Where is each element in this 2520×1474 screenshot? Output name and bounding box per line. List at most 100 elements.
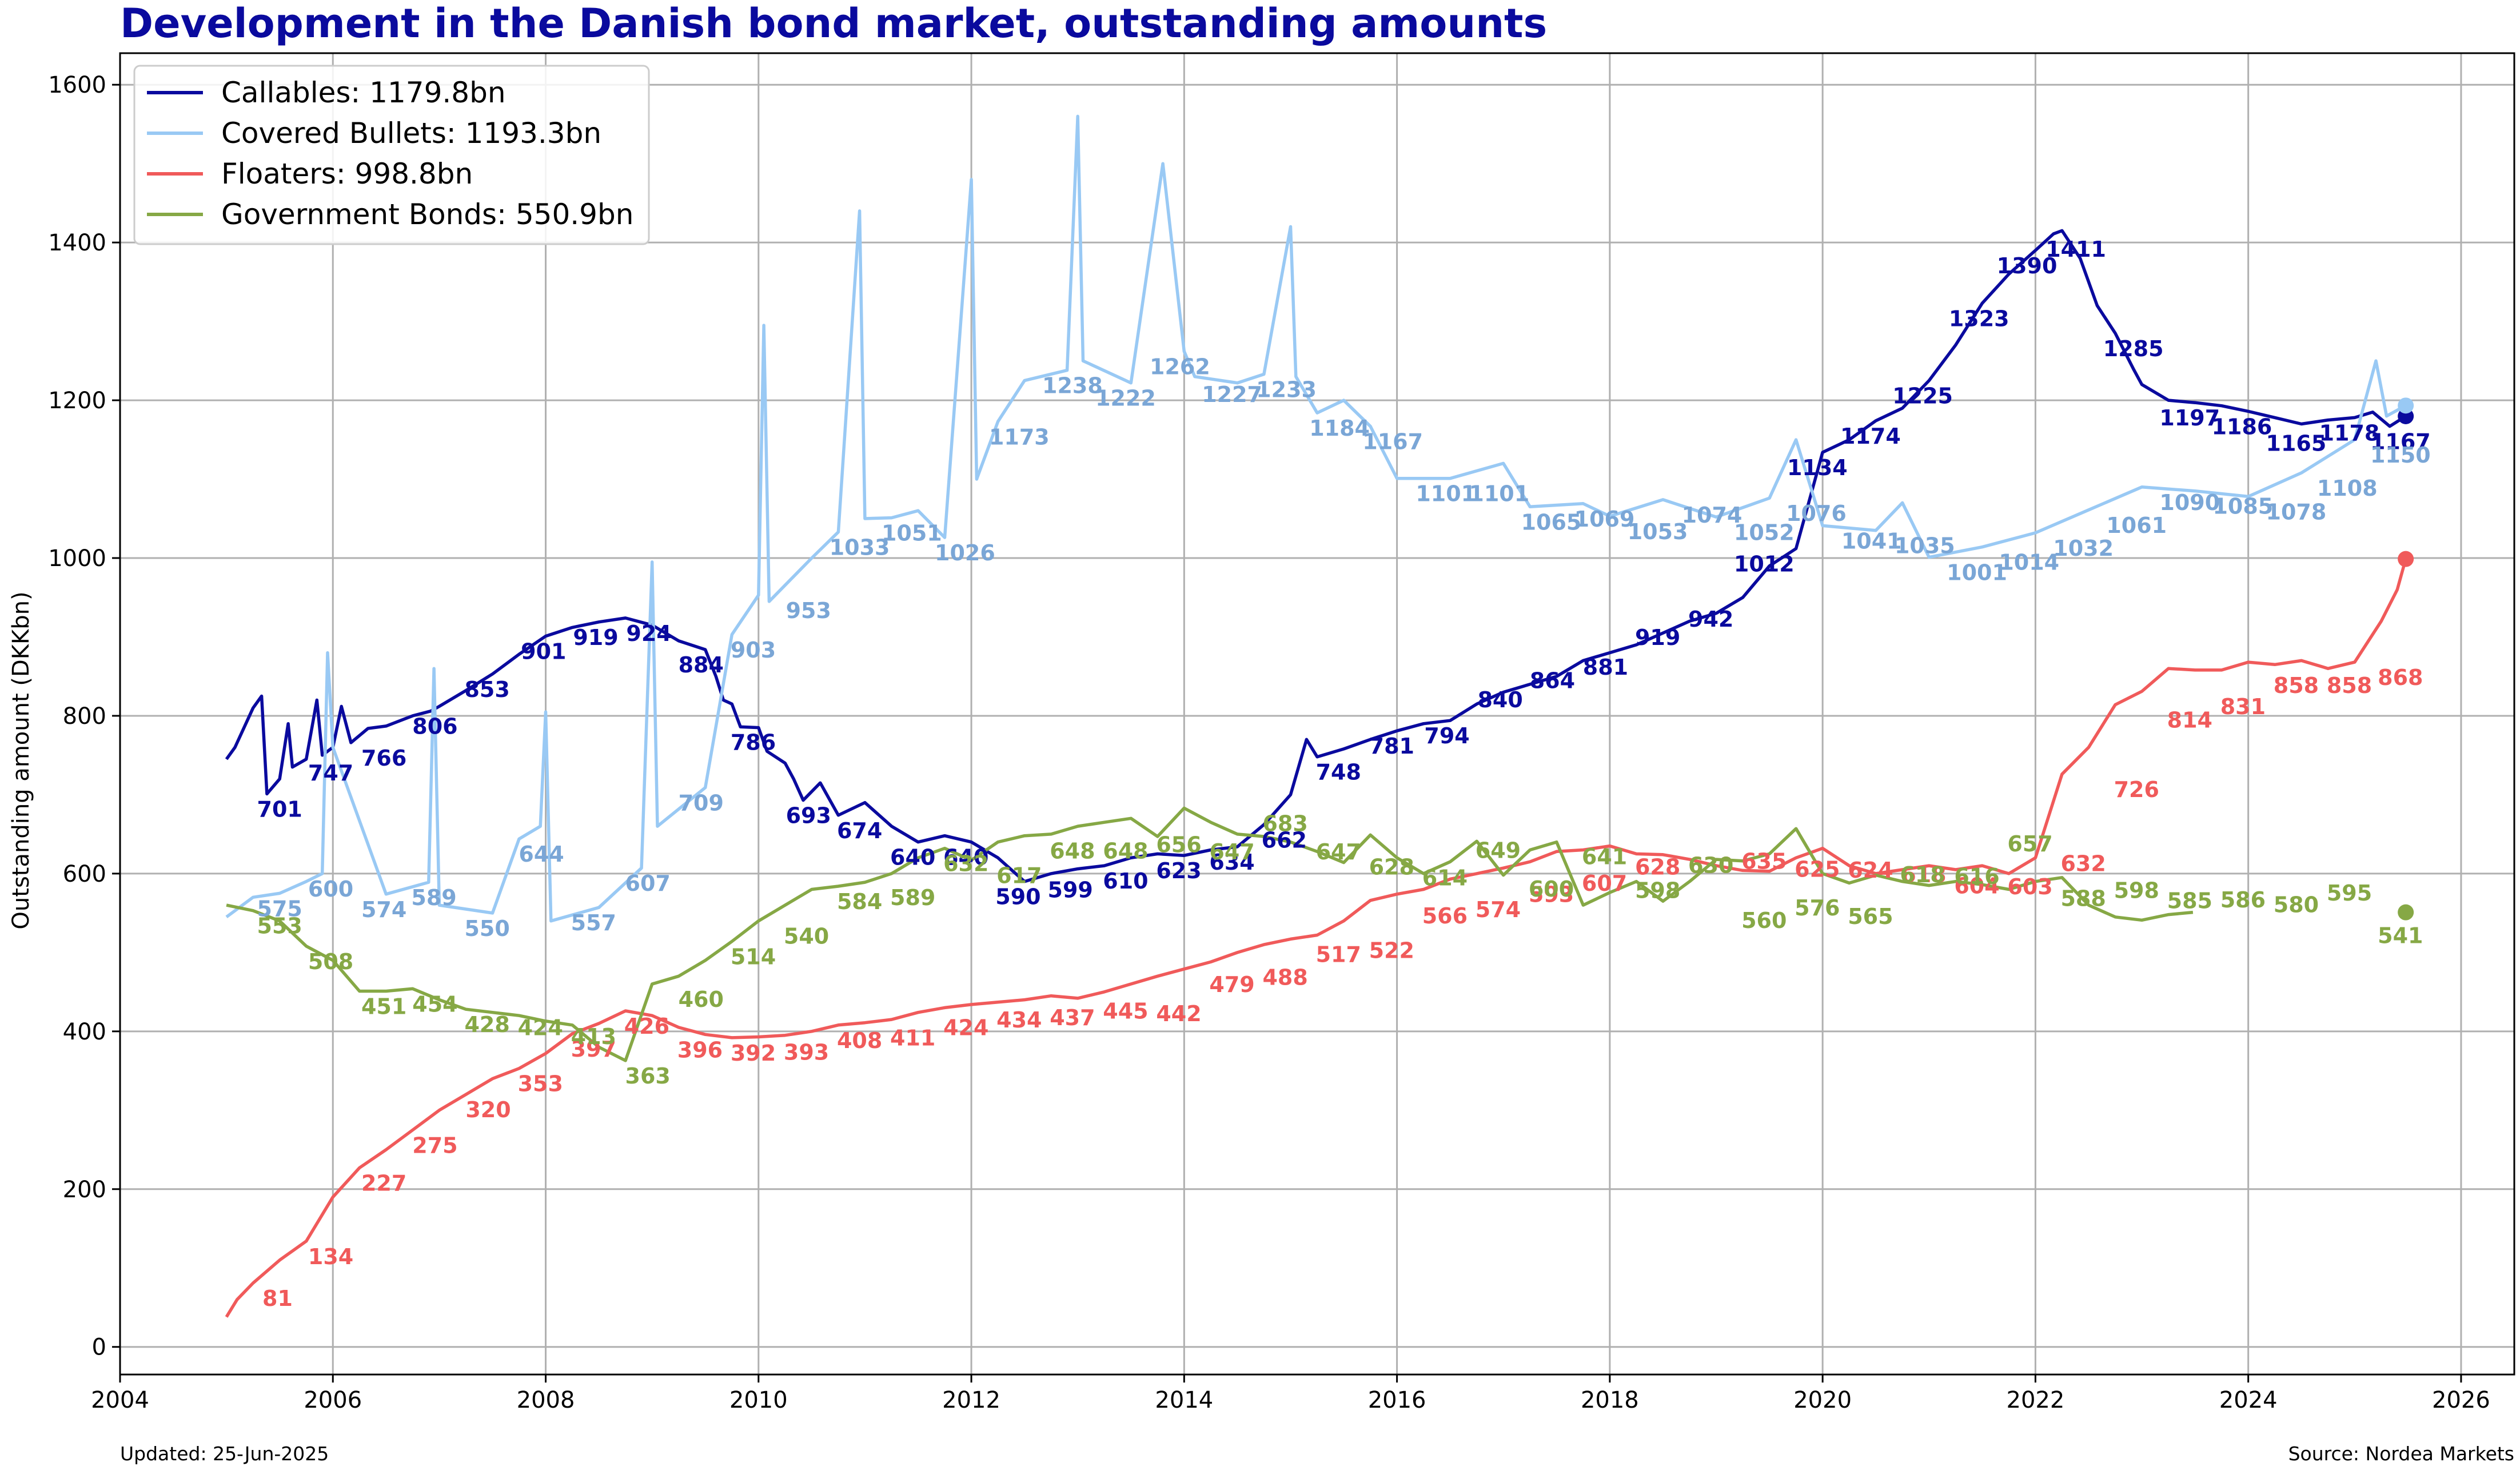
callables-data-label: 662 bbox=[1262, 827, 1307, 852]
callables-data-label: 1197 bbox=[2159, 405, 2220, 431]
callables-data-label: 640 bbox=[890, 845, 935, 870]
covered-bullets-data-label: 1076 bbox=[1786, 501, 1847, 526]
floaters-data-label: 814 bbox=[2167, 708, 2212, 733]
callables-data-label: 786 bbox=[731, 730, 776, 755]
government-bonds-data-label: 588 bbox=[2060, 886, 2106, 911]
x-tick-label: 2014 bbox=[1155, 1387, 1213, 1413]
covered-bullets-data-label: 1052 bbox=[1734, 520, 1795, 545]
government-bonds-data-label: 600 bbox=[1529, 877, 1574, 902]
callables-data-label: 599 bbox=[1048, 877, 1093, 902]
floaters-data-label: 488 bbox=[1262, 965, 1307, 990]
floaters-data-label: 393 bbox=[784, 1039, 829, 1065]
callables-data-label: 1285 bbox=[2103, 336, 2164, 361]
government-bonds-data-label: 656 bbox=[1156, 832, 1201, 858]
callables-legend-label: Callables: 1179.8bn bbox=[221, 76, 506, 109]
government-bonds-data-label: 540 bbox=[784, 924, 829, 949]
covered-bullets-data-label: 1184 bbox=[1309, 416, 1370, 441]
covered-bullets-data-label: 1051 bbox=[882, 521, 942, 546]
callables-data-label: 864 bbox=[1530, 668, 1575, 694]
covered-bullets-data-label: 903 bbox=[731, 638, 776, 663]
callables-data-label: 781 bbox=[1369, 734, 1414, 759]
y-axis-title: Outstanding amount (DKKbn) bbox=[8, 591, 34, 929]
y-tick-label: 200 bbox=[63, 1177, 106, 1203]
callables-data-label: 924 bbox=[626, 621, 671, 646]
covered-bullets-data-label: 575 bbox=[257, 896, 302, 921]
callables-data-label: 693 bbox=[786, 803, 831, 828]
government-bonds-data-label: 424 bbox=[518, 1015, 563, 1041]
covered-bullets-line bbox=[225, 114, 2407, 923]
series-layer bbox=[225, 114, 2414, 1318]
floaters-data-label: 574 bbox=[1476, 897, 1521, 922]
x-tick-label: 2016 bbox=[1368, 1387, 1426, 1413]
floaters-data-label: 353 bbox=[518, 1071, 563, 1097]
callables-data-label: 1186 bbox=[2212, 414, 2272, 439]
floaters-data-label: 603 bbox=[2007, 874, 2052, 899]
covered-bullets-end-marker bbox=[2398, 397, 2414, 414]
covered-bullets-data-label: 550 bbox=[464, 916, 509, 941]
floaters-data-label: 479 bbox=[1209, 972, 1254, 997]
government-bonds-data-label: 589 bbox=[890, 885, 935, 910]
x-tick-label: 2004 bbox=[91, 1387, 149, 1413]
government-bonds-data-label: 460 bbox=[679, 987, 724, 1012]
covered-bullets-data-label: 1026 bbox=[935, 540, 995, 565]
callables-data-label: 1174 bbox=[1840, 424, 1901, 449]
government-bonds-end-marker bbox=[2398, 904, 2414, 921]
callables-data-label: 919 bbox=[573, 625, 618, 650]
government-bonds-line bbox=[226, 806, 2194, 1062]
covered-bullets-data-label: 1238 bbox=[1042, 373, 1103, 399]
government-bonds-data-label: 648 bbox=[1050, 839, 1095, 864]
y-tick-label: 1400 bbox=[48, 230, 106, 256]
covered-bullets-data-label: 574 bbox=[361, 897, 406, 922]
floaters-data-label: 522 bbox=[1369, 938, 1414, 963]
floaters-data-label: 426 bbox=[624, 1014, 669, 1039]
y-tick-label: 0 bbox=[92, 1334, 106, 1361]
government-bonds-data-label: 598 bbox=[1635, 878, 1680, 903]
y-tick-label: 400 bbox=[63, 1019, 106, 1045]
government-bonds-data-label: 514 bbox=[731, 945, 776, 970]
floaters-data-label: 392 bbox=[731, 1041, 776, 1066]
callables-data-label: 1411 bbox=[2045, 237, 2106, 262]
callables-data-label: 1167 bbox=[2370, 429, 2431, 455]
floaters-data-label: 624 bbox=[1848, 858, 1893, 883]
government-bonds-data-label: 683 bbox=[1262, 811, 1307, 836]
floaters-data-label: 858 bbox=[2327, 673, 2372, 698]
callables-data-label: 901 bbox=[521, 639, 566, 664]
callables-data-label: 1134 bbox=[1787, 455, 1848, 480]
covered-bullets-legend-label: Covered Bullets: 1193.3bn bbox=[221, 117, 601, 150]
floaters-data-label: 445 bbox=[1103, 999, 1148, 1024]
covered-bullets-data-label: 1262 bbox=[1150, 354, 1210, 380]
floaters-data-label: 831 bbox=[2220, 694, 2266, 719]
covered-bullets-data-label: 953 bbox=[786, 598, 831, 623]
callables-data-label: 766 bbox=[361, 746, 406, 771]
covered-bullets-data-label: 1150 bbox=[2370, 443, 2431, 468]
covered-bullets-data-label: 1090 bbox=[2159, 490, 2220, 515]
callables-data-label: 881 bbox=[1583, 655, 1628, 680]
floaters-data-label: 593 bbox=[1529, 882, 1574, 907]
legend-box bbox=[133, 65, 650, 245]
covered-bullets-data-label: 1101 bbox=[1415, 481, 1476, 507]
government-bonds-data-label: 616 bbox=[1954, 864, 1999, 889]
covered-bullets-data-label: 1061 bbox=[2106, 513, 2167, 538]
callables-data-label: 1178 bbox=[2319, 420, 2380, 445]
government-bonds-data-label: 630 bbox=[1688, 852, 1733, 878]
covered-bullets-data-label: 1053 bbox=[1628, 519, 1688, 544]
government-bonds-data-label: 560 bbox=[1741, 908, 1787, 933]
floaters-data-label: 275 bbox=[412, 1133, 457, 1158]
floaters-data-label: 726 bbox=[2114, 777, 2159, 802]
government-bonds-data-label: 641 bbox=[1582, 844, 1627, 869]
x-tick-label: 2012 bbox=[942, 1387, 1000, 1413]
covered-bullets-data-label: 557 bbox=[571, 910, 616, 935]
callables-data-label: 794 bbox=[1424, 723, 1469, 748]
government-bonds-data-label: 585 bbox=[2167, 889, 2212, 914]
y-tick-label: 800 bbox=[63, 703, 106, 730]
plot-frame bbox=[119, 52, 2515, 1376]
government-bonds-data-label: 363 bbox=[625, 1063, 671, 1089]
government-bonds-data-label: 584 bbox=[837, 889, 882, 914]
floaters-data-label: 81 bbox=[262, 1286, 293, 1311]
covered-bullets-data-label: 709 bbox=[679, 791, 724, 816]
floaters-data-label: 630 bbox=[1688, 852, 1733, 878]
floaters-data-label: 607 bbox=[1582, 871, 1627, 896]
